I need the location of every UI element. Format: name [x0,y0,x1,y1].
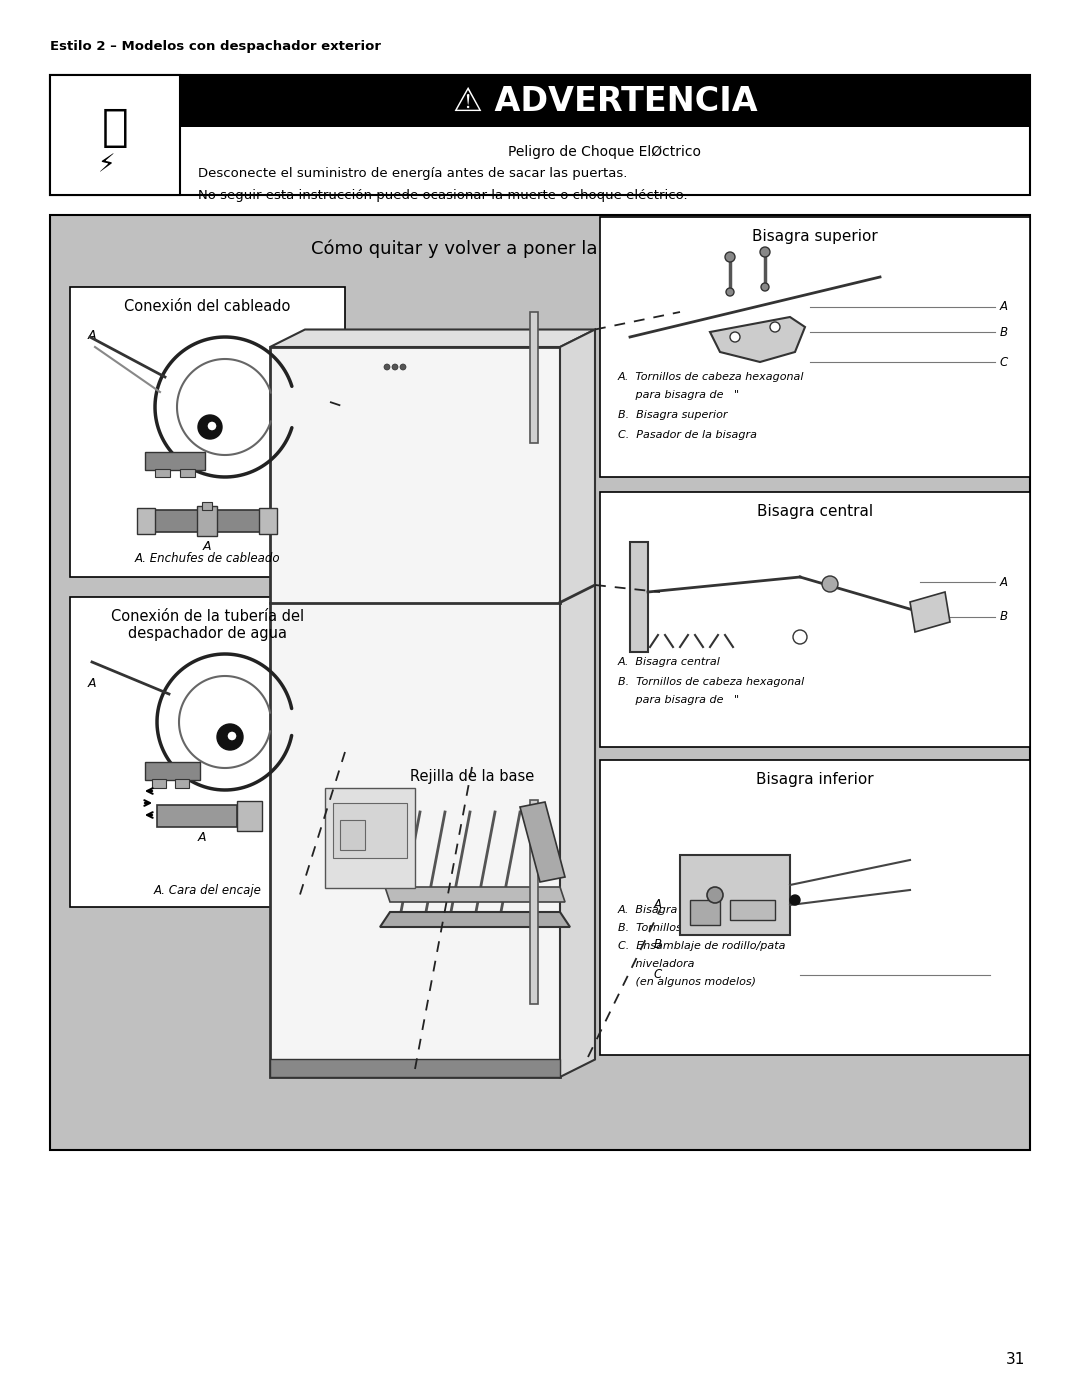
Bar [730,900,775,921]
Bar [137,509,156,534]
Text: A: A [87,678,96,690]
Bar [237,800,262,831]
Bar [50,75,180,196]
Circle shape [725,251,735,263]
Text: A: A [1000,576,1008,588]
Circle shape [217,724,243,750]
Text: para bisagra de   ": para bisagra de " [618,694,739,705]
Bar [202,502,212,510]
Bar [50,75,1030,196]
Text: niveladora: niveladora [618,958,694,970]
Circle shape [761,284,769,291]
Bar [333,803,407,858]
Text: Desconecte el suministro de energía antes de sacar las puertas.: Desconecte el suministro de energía ante… [198,168,627,180]
Text: C: C [1000,355,1009,369]
Bar [145,453,205,469]
Text: C.  Ensamblaje de rodillo/pata: C. Ensamblaje de rodillo/pata [618,942,785,951]
Text: 31: 31 [1005,1352,1025,1368]
Text: A: A [203,541,212,553]
Circle shape [400,365,406,370]
Text: ⚡: ⚡ [98,154,116,177]
Text: A: A [87,330,96,342]
Text: A. Enchufes de cableado: A. Enchufes de cableado [135,552,281,564]
Bar [70,597,345,907]
Circle shape [730,332,740,342]
Text: C.  Pasador de la bisagra: C. Pasador de la bisagra [618,430,757,440]
Text: ✋: ✋ [102,106,129,148]
Text: Rejilla de la base: Rejilla de la base [410,768,535,784]
Text: Bisagra inferior: Bisagra inferior [756,773,874,787]
Polygon shape [384,887,565,902]
Text: B.  Tornillos de cabeza hexagonal: B. Tornillos de cabeza hexagonal [618,678,805,687]
Text: A. Cara del encaje: A. Cara del encaje [153,884,261,897]
Text: A.  Bisagra inferior: A. Bisagra inferior [618,905,721,915]
Circle shape [789,895,800,905]
Text: Estilo 2 – Modelos con despachador exterior: Estilo 2 – Modelos con despachador exter… [50,41,381,53]
Text: A.  Tornillos de cabeza hexagonal: A. Tornillos de cabeza hexagonal [618,372,805,381]
Circle shape [760,247,770,257]
Bar [70,286,345,577]
Polygon shape [380,912,570,928]
Bar [340,820,365,849]
Circle shape [726,288,734,296]
Bar [680,855,789,935]
Bar [630,542,648,652]
Circle shape [770,321,780,332]
Bar [690,900,720,925]
Polygon shape [561,330,595,1077]
Circle shape [227,731,237,740]
Text: B.  Bisagra superior: B. Bisagra superior [618,409,728,420]
Bar [180,469,195,476]
Text: ⚠ ADVERTENCIA: ⚠ ADVERTENCIA [453,84,757,117]
Text: B: B [654,939,662,951]
Text: B.  Tornillos: B. Tornillos [618,923,681,933]
Bar [600,760,1030,1055]
Bar [325,788,415,888]
Bar [600,492,1030,747]
Text: No seguir esta instrucción puede ocasionar la muerte o choque eléctrico.: No seguir esta instrucción puede ocasion… [198,189,688,203]
Text: C: C [653,968,662,982]
Text: B: B [1000,610,1008,623]
Circle shape [198,415,222,439]
Polygon shape [270,346,561,1077]
Bar [259,509,276,534]
Bar [152,780,166,788]
Bar [156,469,170,476]
Text: A: A [1000,300,1008,313]
Circle shape [384,365,390,370]
Text: Peligro de Choque ElØctrico: Peligro de Choque ElØctrico [509,145,702,159]
Bar [180,75,1030,127]
Bar [50,215,1030,1150]
Text: para bisagra de   ": para bisagra de " [618,390,739,400]
Text: (en algunos modelos): (en algunos modelos) [618,977,756,988]
Text: A.  Bisagra central: A. Bisagra central [618,657,720,666]
Text: Bisagra superior: Bisagra superior [752,229,878,244]
Polygon shape [270,330,595,346]
Text: Conexión del cableado: Conexión del cableado [124,299,291,314]
Text: A: A [654,898,662,911]
Text: A: A [198,831,206,844]
Text: B: B [1000,326,1008,338]
Text: Conexión de la tubería del
despachador de agua: Conexión de la tubería del despachador d… [111,609,305,641]
Circle shape [707,887,723,902]
Bar [152,510,262,532]
Circle shape [392,365,399,370]
Circle shape [207,420,217,432]
Bar [365,757,580,967]
Bar [197,506,217,536]
Circle shape [793,630,807,644]
Bar [270,1059,561,1077]
Polygon shape [519,802,565,882]
Bar [157,805,237,827]
Text: Bisagra central: Bisagra central [757,504,873,520]
Bar [530,312,538,443]
Bar [145,761,200,780]
Circle shape [822,576,838,592]
Polygon shape [710,317,805,362]
Bar [600,217,1030,476]
Text: Cómo quitar y volver a poner la puerta en su lugar: Cómo quitar y volver a poner la puerta e… [311,240,769,258]
Polygon shape [910,592,950,631]
Bar [175,780,189,788]
Bar [530,799,538,1004]
